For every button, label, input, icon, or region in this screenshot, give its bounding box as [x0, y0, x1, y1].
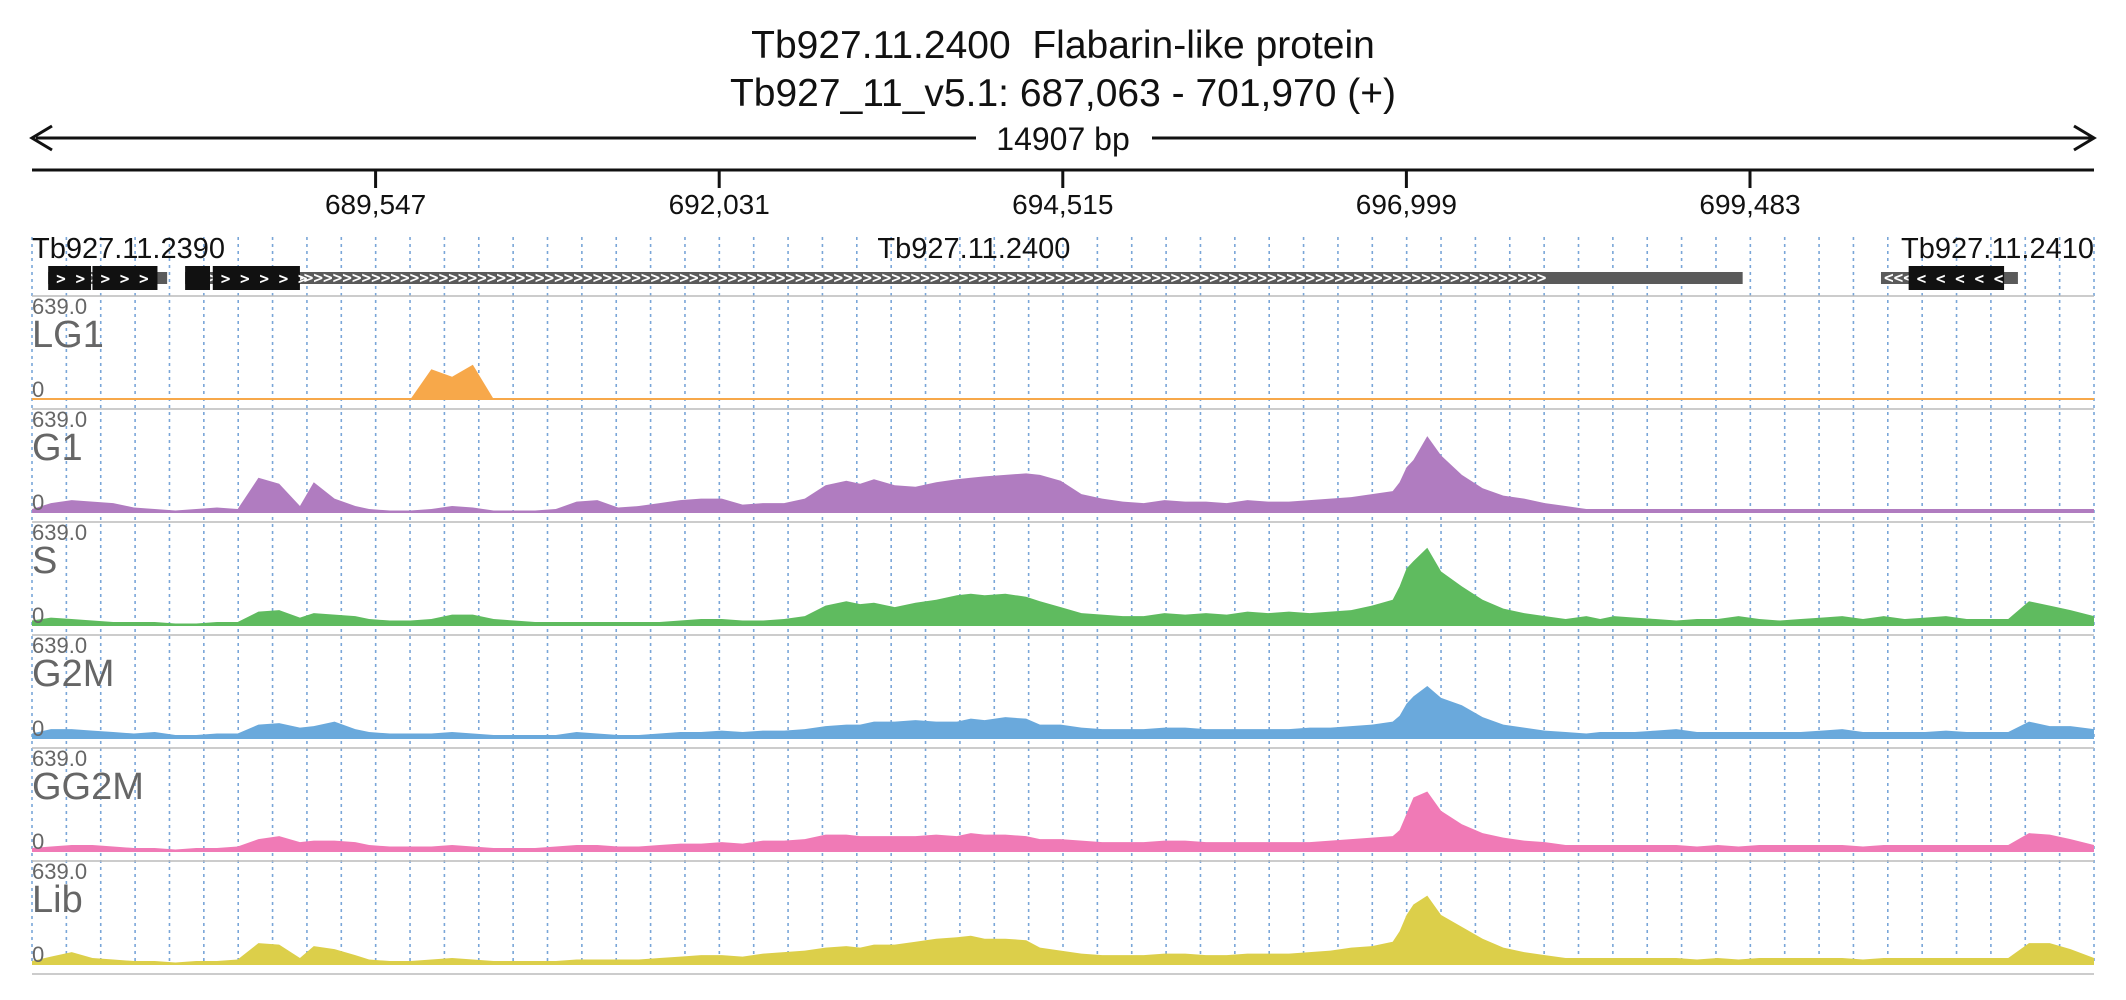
coverage-track-g1: 639.0G1 0	[32, 407, 2094, 515]
track-name: LG1	[32, 314, 104, 356]
gene-exon	[92, 266, 158, 290]
axis-tick-label: 696,999	[1356, 189, 1457, 220]
exon-chevrons-icon: > > > > >	[221, 269, 308, 288]
track-scale-max: 639.0	[32, 520, 87, 545]
track-scale-zero: 0	[32, 716, 44, 741]
exon-chevrons-icon: > >	[56, 269, 85, 288]
gene-track: >>>>>>>>>>> >> > >Tb927.11.2390>>>>>>>>>…	[32, 233, 2094, 290]
track-scale-zero: 0	[32, 942, 44, 967]
gene-label: Tb927.11.2410	[1901, 233, 2094, 265]
gene-exon	[185, 266, 211, 290]
track-scale-zero: 0	[32, 829, 44, 854]
coverage-area	[32, 547, 2094, 625]
coverage-tracks: 639.0LG10639.0G10639.0S0639.0G2M0639.0GG…	[32, 294, 2094, 975]
track-scale-zero: 0	[32, 377, 44, 402]
track-name: GG2M	[32, 766, 144, 808]
span-length-label: 14907 bp	[996, 121, 1129, 157]
track-scale-zero: 0	[32, 490, 44, 515]
track-name: G1	[32, 427, 83, 469]
exon-chevrons-icon: > > >	[100, 269, 148, 288]
track-scale-zero: 0	[32, 603, 44, 628]
coverage-area	[32, 685, 2094, 738]
gridlines	[31, 237, 2095, 962]
axis-tick-label: 692,031	[669, 189, 770, 220]
gene-exon	[1908, 266, 2005, 290]
gene-label: Tb927.11.2390	[32, 233, 225, 265]
track-name: S	[32, 540, 57, 582]
figure-header: Tb927.11.2400 Flabarin-like protein Tb92…	[29, 24, 2097, 157]
track-scale-max: 639.0	[32, 407, 87, 432]
coordinate-axis: 689,547 692,031 694,515 696,999 699,483	[32, 168, 2094, 220]
coverage-area	[32, 791, 2094, 851]
axis-tick-label: 699,483	[1699, 189, 1800, 220]
track-scale-max: 639.0	[32, 633, 87, 658]
coverage-area	[32, 436, 2094, 512]
arrow-left-icon	[29, 124, 53, 152]
gene-exon	[48, 266, 92, 290]
track-name: G2M	[32, 653, 114, 695]
coverage-area	[32, 364, 2094, 399]
region-title: Tb927_11_v5.1: 687,063 - 701,970 (+)	[730, 72, 1396, 115]
track-scale-max: 639.0	[32, 294, 87, 319]
track-scale-max: 639.0	[32, 859, 87, 884]
gene-label: Tb927.11.2400	[877, 233, 1070, 265]
gene-title: Tb927.11.2400 Flabarin-like protein	[751, 24, 1375, 67]
gene-exon	[212, 266, 300, 290]
gene-body	[185, 272, 1743, 284]
arrow-right-icon	[2073, 124, 2097, 152]
coverage-track-s: 639.0S 0	[32, 520, 2094, 628]
exon-chevrons-icon: < < < < <	[1917, 269, 2004, 288]
track-name: Lib	[32, 879, 83, 921]
strand-chevrons-icon: >>>>>>>>>>>>>>>>>>>>>>>>>>>>>>>>>>>>>>>>…	[188, 268, 1546, 287]
track-scale-max: 639.0	[32, 746, 87, 771]
axis-tick-label: 694,515	[1012, 189, 1113, 220]
axis-tick-label: 689,547	[325, 189, 426, 220]
